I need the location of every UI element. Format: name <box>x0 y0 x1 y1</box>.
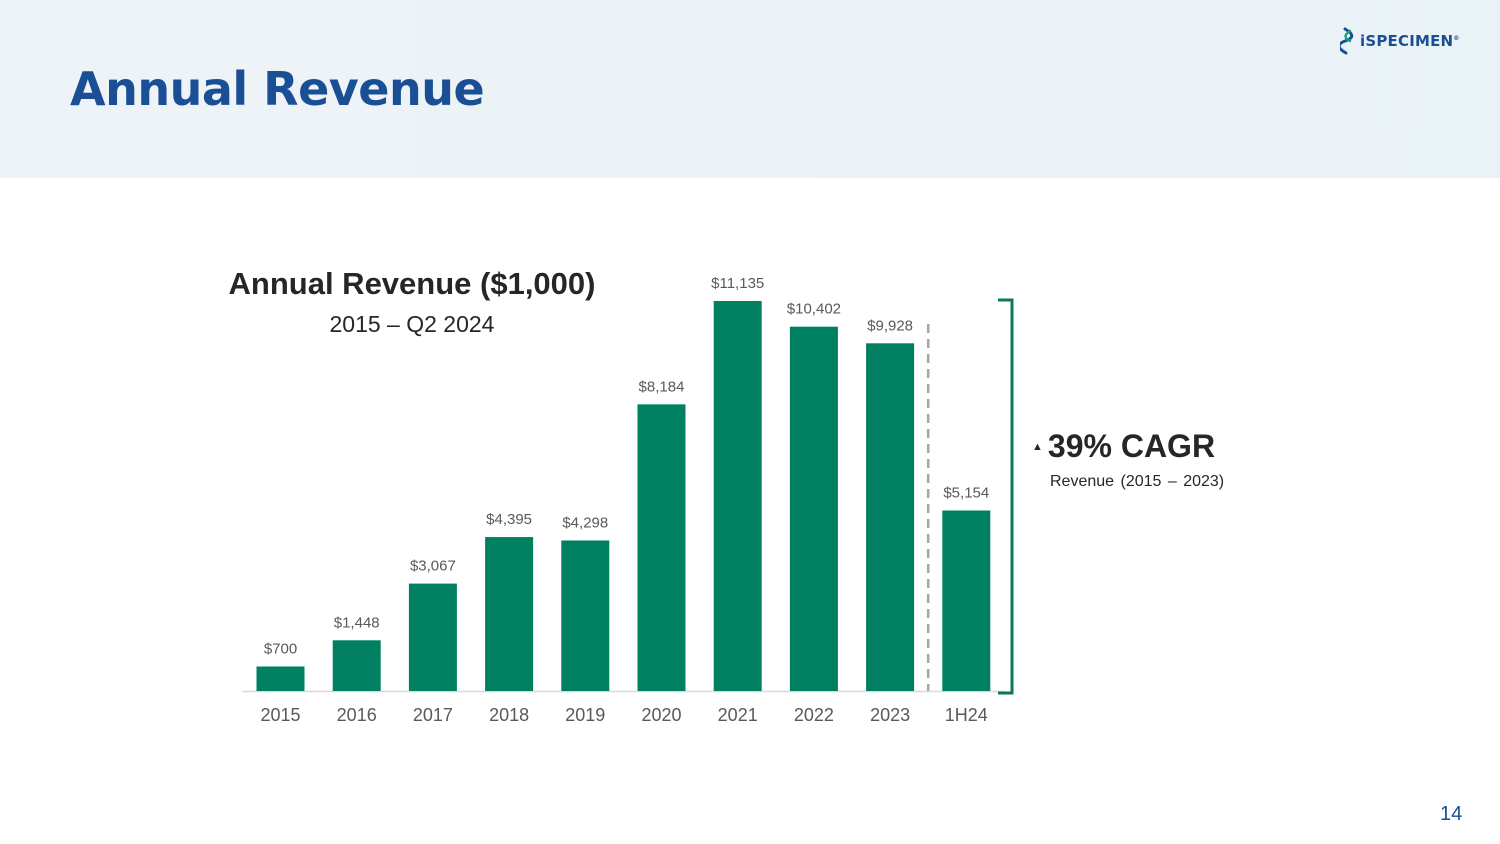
bar-2020 <box>637 404 686 691</box>
data-label-2018: $4,395 <box>486 511 532 528</box>
bar-2023 <box>866 343 915 691</box>
x-tick-2020: 2020 <box>641 705 681 725</box>
x-tick-2022: 2022 <box>794 705 834 725</box>
bar-1H24 <box>942 510 991 691</box>
bar-2016 <box>332 640 381 691</box>
data-label-2023: $9,928 <box>867 317 913 334</box>
bar-2015 <box>256 666 305 691</box>
data-label-2017: $3,067 <box>410 558 456 575</box>
triangle-up-icon: ▲ <box>1032 440 1043 453</box>
company-logo: iSPECIMEN® <box>1340 27 1460 55</box>
x-tick-2016: 2016 <box>337 705 377 725</box>
bar-2019 <box>561 540 610 691</box>
cagr-value: 39% CAGR <box>1047 428 1216 464</box>
page-number: 14 <box>1440 803 1463 825</box>
x-tick-2023: 2023 <box>870 705 910 725</box>
x-tick-2017: 2017 <box>413 705 453 725</box>
chart-title: Annual Revenue ($1,000) <box>228 266 596 301</box>
data-label-2021: $11,135 <box>711 275 764 292</box>
data-label-2020: $8,184 <box>639 378 685 395</box>
bar-2021 <box>713 301 762 691</box>
x-tick-2015: 2015 <box>260 705 300 725</box>
data-label-2015: $700 <box>264 640 297 657</box>
dna-helix-icon <box>1340 27 1354 55</box>
logo-wordmark: iSPECIMEN® <box>1360 32 1460 50</box>
bar-2018 <box>485 537 534 691</box>
x-tick-2021: 2021 <box>718 705 758 725</box>
x-tick-1H24: 1H24 <box>945 705 988 725</box>
x-tick-2018: 2018 <box>489 705 529 725</box>
chart-subtitle: 2015 – Q2 2024 <box>329 311 495 337</box>
header-band <box>0 0 1500 178</box>
cagr-bracket <box>998 298 1014 695</box>
data-label-1H24: $5,154 <box>943 484 989 501</box>
bar-2017 <box>408 583 457 691</box>
cagr-callout: ▲ 39% CAGR <box>1032 428 1215 465</box>
data-label-2022: $10,402 <box>787 301 841 318</box>
bar-2022 <box>789 326 838 691</box>
cagr-subtitle: Revenue (2015 – 2023) <box>1050 473 1225 490</box>
page-title: Annual Revenue <box>70 62 485 116</box>
data-label-2019: $4,298 <box>562 514 608 531</box>
data-label-2016: $1,448 <box>334 614 380 631</box>
x-tick-2019: 2019 <box>565 705 605 725</box>
